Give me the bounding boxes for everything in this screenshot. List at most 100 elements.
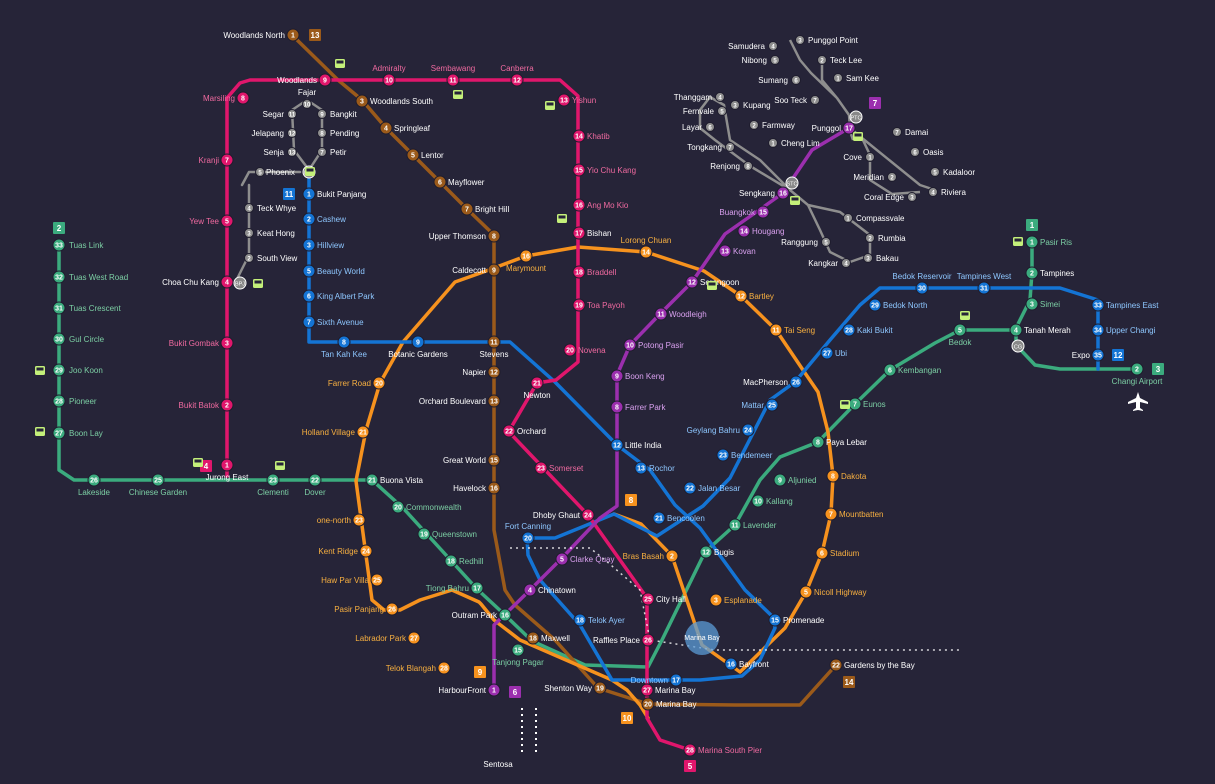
station-tampines-west[interactable]: 31 Tampines West: [957, 272, 1012, 295]
station-pasir-panjang[interactable]: 26 Pasir Panjang: [334, 602, 399, 616]
station-ranggung[interactable]: 5 Ranggung: [781, 237, 831, 248]
station-lorong-chuan[interactable]: 14 Lorong Chuan: [621, 236, 672, 259]
station-great-world[interactable]: 15 Great World: [443, 453, 501, 467]
station-harbourfront[interactable]: 1 HarbourFront: [438, 683, 501, 697]
station-clementi[interactable]: 23 Clementi: [257, 473, 289, 497]
station-hillview[interactable]: 3 Hillview: [302, 238, 344, 252]
station-khatib[interactable]: 14 Khatib: [572, 129, 610, 143]
station-tan-kah-kee[interactable]: 8 Tan Kah Kee: [321, 335, 367, 359]
station-dover[interactable]: 22 Dover: [304, 473, 326, 497]
station-samudera[interactable]: 4 Samudera: [728, 41, 778, 52]
station-woodlands-north[interactable]: 1 Woodlands North: [223, 28, 300, 42]
station-petir[interactable]: 7 Petir: [317, 147, 347, 158]
station-yew-tee[interactable]: 5 Yew Tee: [189, 214, 234, 228]
station-one-north[interactable]: 23 one-north: [317, 513, 366, 527]
station-bayfront[interactable]: 16 Bayfront: [724, 657, 770, 671]
station-gardens-by-the-bay[interactable]: 22 Gardens by the Bay: [829, 658, 915, 672]
station-riviera[interactable]: 4 Riviera: [928, 187, 967, 198]
station-south-view[interactable]: 2 South View: [244, 253, 298, 264]
station-jelapang[interactable]: 12 Jelapang: [252, 128, 297, 139]
station-pioneer[interactable]: 28 Pioneer: [52, 394, 97, 408]
station-segar[interactable]: 11 Segar: [263, 109, 297, 120]
station-kallang[interactable]: 10 Kallang: [751, 494, 793, 508]
station-bangkit[interactable]: 9 Bangkit: [317, 109, 358, 120]
station-haw-par-villa[interactable]: 25 Haw Par Villa: [321, 573, 384, 587]
station-choa-chu-kang[interactable]: 4 Choa Chu Kang: [162, 275, 234, 289]
station-stevens[interactable]: 11 Stevens: [480, 335, 509, 359]
station-bendemeer[interactable]: 23 Bendemeer: [716, 448, 773, 462]
station-lakeside[interactable]: 26 Lakeside: [78, 473, 111, 497]
station-lavender[interactable]: 11 Lavender: [728, 518, 777, 532]
station-kovan[interactable]: 13 Kovan: [718, 244, 756, 258]
station-woodlands-south[interactable]: 3 Woodlands South: [355, 94, 433, 108]
station-nibong[interactable]: 5 Nibong: [742, 55, 780, 66]
station-marina-bay[interactable]: 27 Marina Bay: [640, 683, 695, 697]
station-renjong[interactable]: 8 Renjong: [710, 161, 753, 172]
station-tampines-east[interactable]: 33 Tampines East: [1091, 298, 1159, 312]
station-orchard[interactable]: 22 Orchard: [502, 424, 546, 438]
station-marina-south-pier[interactable]: 28 Marina South Pier: [683, 743, 762, 757]
station-marsiling[interactable]: 8 Marsiling: [203, 91, 250, 105]
station-geylang-bahru[interactable]: 24 Geylang Bahru: [687, 423, 755, 437]
station-lentor[interactable]: 5 Lentor: [406, 148, 444, 162]
station-king-albert-park[interactable]: 6 King Albert Park: [302, 289, 375, 303]
station-bugis[interactable]: 12 Bugis: [699, 545, 734, 559]
station-bencoolen[interactable]: 21 Bencoolen: [652, 511, 705, 525]
station-chinese-garden[interactable]: 25 Chinese Garden: [129, 473, 187, 497]
station-farrer-road[interactable]: 20 Farrer Road: [328, 376, 386, 390]
station-pasir-ris[interactable]: 1 Pasir Ris: [1025, 235, 1072, 249]
station-tuas-crescent[interactable]: 31 Tuas Crescent: [52, 301, 122, 315]
station-kangkar[interactable]: 4 Kangkar: [808, 258, 851, 269]
station-mayflower[interactable]: 6 Mayflower: [433, 175, 485, 189]
station-toa-payoh[interactable]: 19 Toa Payoh: [572, 298, 625, 312]
station-bedok[interactable]: 5 Bedok: [949, 323, 973, 347]
station-kaki-bukit[interactable]: 28 Kaki Bukit: [842, 323, 893, 337]
station-senja[interactable]: 13 Senja: [264, 147, 297, 158]
station-aljunied[interactable]: 9 Aljunied: [773, 473, 816, 487]
station-cashew[interactable]: 2 Cashew: [302, 212, 346, 226]
station-marymount[interactable]: 16 Marymount: [506, 249, 547, 273]
station-boon-keng[interactable]: 9 Boon Keng: [610, 369, 665, 383]
station-bakau[interactable]: 3 Bakau: [863, 253, 899, 264]
station-cove[interactable]: 1 Cove: [843, 152, 875, 163]
station-meridian[interactable]: 2 Meridian: [853, 172, 897, 183]
station-fernvale[interactable]: 5 Fernvale: [683, 106, 727, 117]
station-kembangan[interactable]: 6 Kembangan: [883, 363, 941, 377]
station-potong-pasir[interactable]: 10 Potong Pasir: [623, 338, 684, 352]
station-changi-airport[interactable]: 2 Changi Airport: [1112, 362, 1163, 386]
station-eunos[interactable]: 7 Eunos: [848, 397, 886, 411]
station-damai[interactable]: 7 Damai: [892, 127, 929, 138]
station-downtown[interactable]: 17 Downtown: [631, 673, 683, 687]
station-keat-hong[interactable]: 3 Keat Hong: [244, 228, 295, 239]
station-tuas-link[interactable]: 33 Tuas Link: [52, 238, 104, 252]
station-thanggam[interactable]: 4 Thanggam: [674, 92, 725, 103]
station-ubi[interactable]: 27 Ubi: [820, 346, 847, 360]
station-telok-blangah[interactable]: 28 Telok Blangah: [386, 661, 451, 675]
station-marina-bay[interactable]: 20 Marina Bay: [641, 697, 696, 711]
station-tai-seng[interactable]: 11 Tai Seng: [769, 323, 815, 337]
station-sumang[interactable]: 6 Sumang: [758, 75, 801, 86]
station-redhill[interactable]: 18 Redhill: [444, 554, 484, 568]
station-pending[interactable]: 8 Pending: [317, 128, 360, 139]
station-cheng-lim[interactable]: 1 Cheng Lim: [768, 138, 821, 149]
station-yio-chu-kang[interactable]: 15 Yio Chu Kang: [572, 163, 636, 177]
station-woodleigh[interactable]: 11 Woodleigh: [654, 307, 707, 321]
station-admiralty[interactable]: 10 Admiralty: [372, 64, 406, 87]
station-joo-koon[interactable]: 29 Joo Koon: [52, 363, 103, 377]
station-tongkang[interactable]: 7 Tongkang: [687, 142, 735, 153]
station-sentosa[interactable]: Sentosa: [483, 760, 513, 769]
station-shenton-way[interactable]: 19 Shenton Way: [544, 681, 607, 695]
station-kent-ridge[interactable]: 24 Kent Ridge: [318, 544, 373, 558]
station-sixth-avenue[interactable]: 7 Sixth Avenue: [302, 315, 364, 329]
station-kadaloor[interactable]: 5 Kadaloor: [930, 167, 976, 178]
station-fort-canning[interactable]: 20 Fort Canning: [505, 522, 551, 545]
station-kranji[interactable]: 7 Kranji: [199, 153, 234, 167]
station-tiong-bahru[interactable]: 17 Tiong Bahru: [426, 581, 484, 595]
station-kupang[interactable]: 3 Kupang: [730, 100, 771, 111]
station-upper-changi[interactable]: 34 Upper Changi: [1091, 323, 1156, 337]
station-stadium[interactable]: 6 Stadium: [815, 546, 860, 560]
